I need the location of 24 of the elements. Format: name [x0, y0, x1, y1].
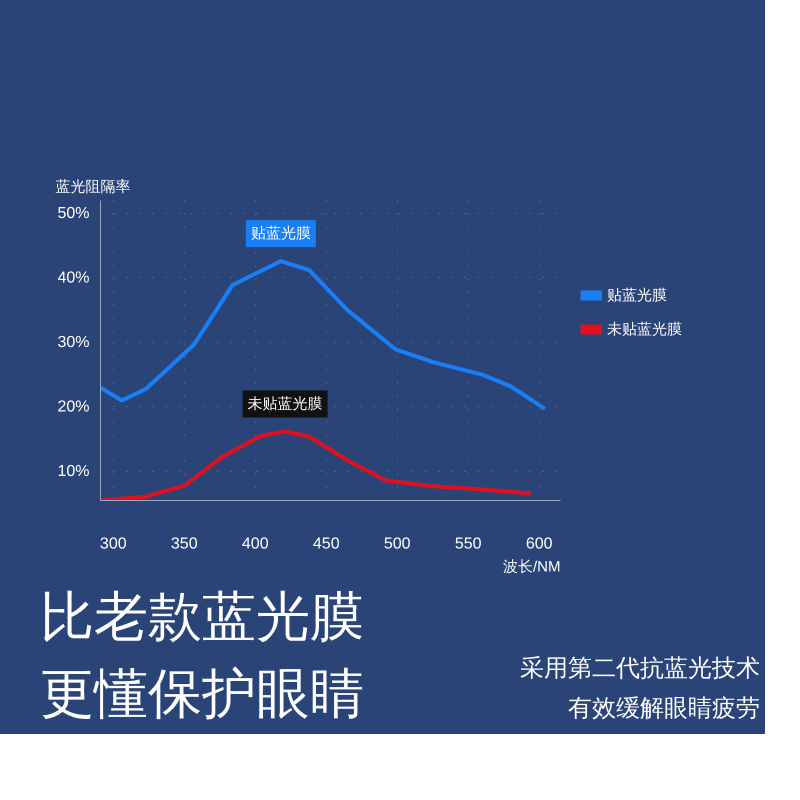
line-series	[100, 429, 533, 500]
y-tick-label: 50%	[57, 204, 90, 222]
line-series	[100, 259, 547, 411]
legend-label: 贴蓝光膜	[607, 286, 667, 304]
y-tick-label: 20%	[57, 398, 90, 416]
x-tick-label: 600	[526, 536, 553, 552]
text: 比老款蓝光膜	[40, 586, 364, 649]
annotation: 贴蓝光膜	[250, 225, 311, 242]
text: 更懂保护眼睛	[40, 663, 364, 726]
y-axis-title: 蓝光阻隔率	[56, 178, 130, 196]
text: 有效缓解眼睛疲劳	[568, 695, 760, 724]
x-axis-title: 波长/NM	[503, 558, 561, 576]
x-tick-label: 300	[100, 536, 127, 552]
y-tick-label: 40%	[57, 269, 90, 286]
x-tick-label: 350	[170, 536, 198, 552]
legend-label: 未贴蓝光膜	[607, 320, 682, 338]
y-tick-label: 10%	[57, 462, 90, 480]
annotation: 未贴蓝光膜	[248, 395, 323, 412]
x-tick-label: 400	[242, 536, 269, 552]
x-tick-label: 450	[312, 536, 340, 552]
y-tick-label: 30%	[57, 334, 90, 351]
text: 采用第二代抗蓝光技术	[520, 655, 760, 684]
x-tick-label: 500	[384, 536, 411, 552]
x-tick-label: 550	[454, 536, 482, 552]
